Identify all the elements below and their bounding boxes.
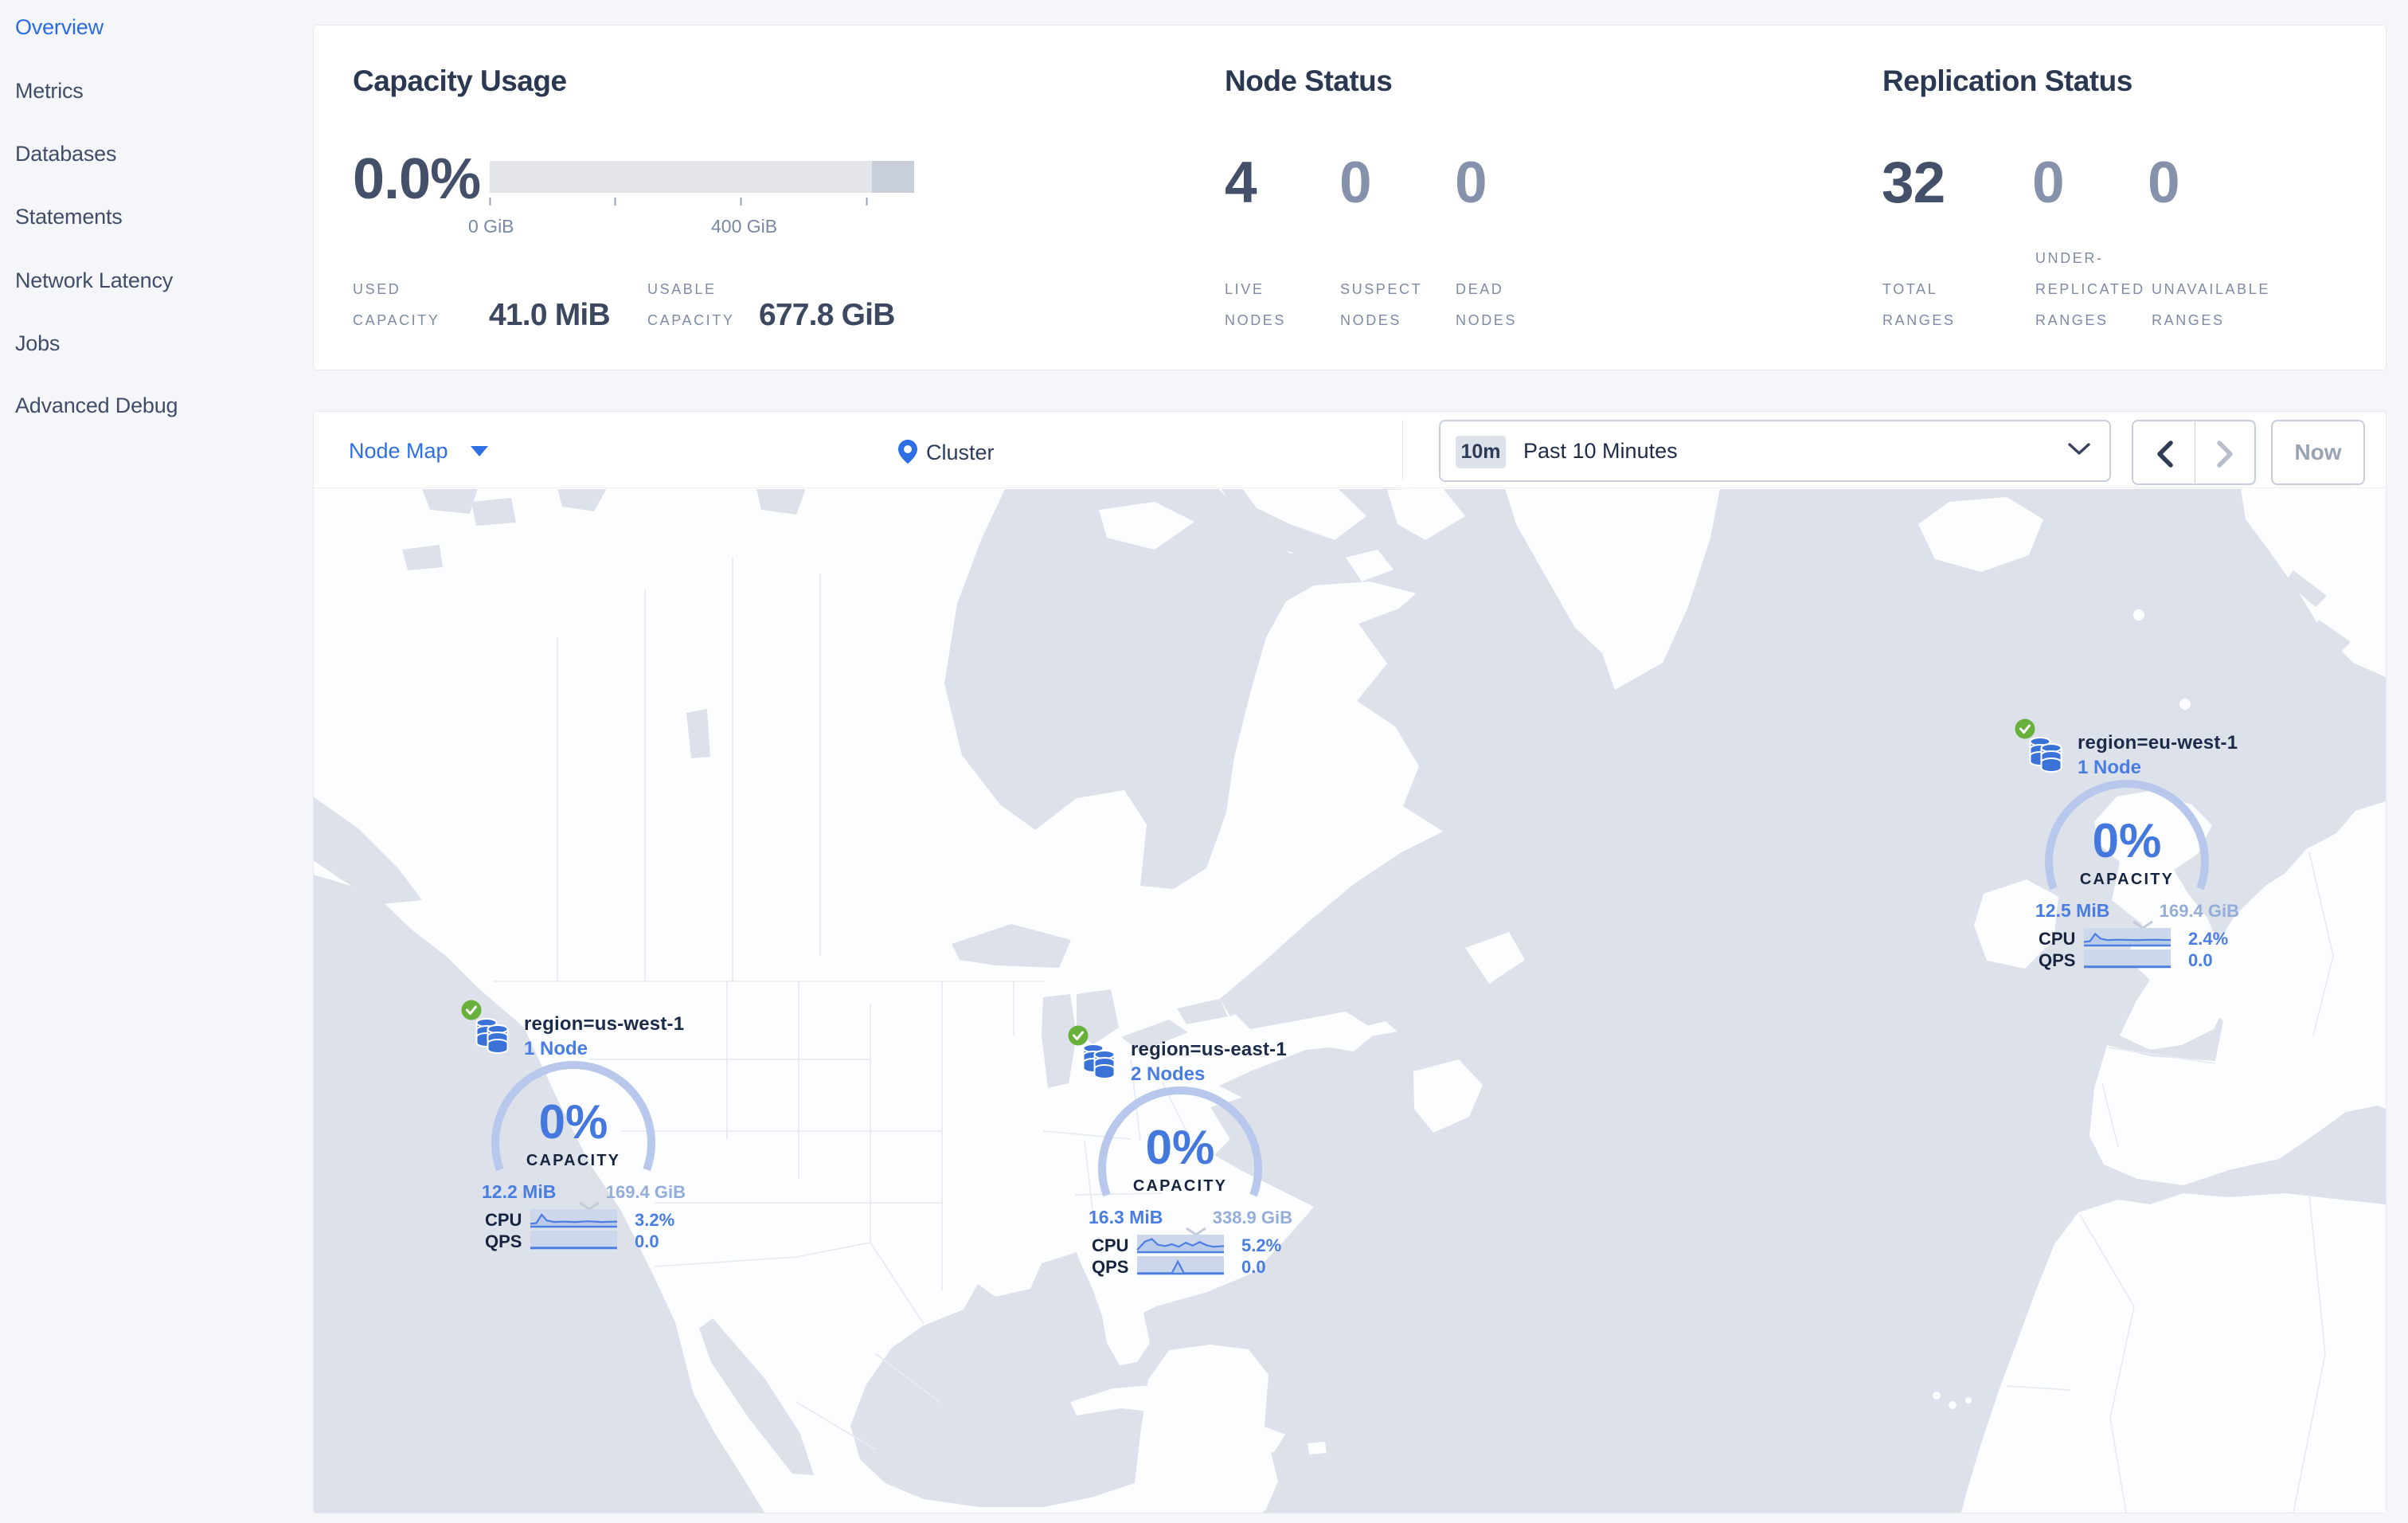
svg-text:CAPACITY: CAPACITY xyxy=(526,1152,620,1169)
svg-text:CPU: CPU xyxy=(1092,1235,1128,1255)
svg-text:region=us-west-1: region=us-west-1 xyxy=(524,1013,684,1035)
svg-text:12.2 MiB: 12.2 MiB xyxy=(482,1181,556,1202)
svg-text:338.9 GiB: 338.9 GiB xyxy=(1213,1208,1292,1227)
svg-text:3.2%: 3.2% xyxy=(635,1210,674,1230)
svg-text:16.3 MiB: 16.3 MiB xyxy=(1089,1207,1163,1227)
svg-text:2 Nodes: 2 Nodes xyxy=(1131,1063,1205,1085)
svg-text:CPU: CPU xyxy=(2039,929,2075,949)
svg-text:0%: 0% xyxy=(2093,814,2162,867)
svg-text:CAPACITY: CAPACITY xyxy=(1133,1177,1227,1195)
svg-text:0.0: 0.0 xyxy=(2188,950,2213,970)
svg-text:CPU: CPU xyxy=(485,1210,522,1230)
svg-text:region=us-east-1: region=us-east-1 xyxy=(1131,1039,1287,1060)
svg-text:1 Node: 1 Node xyxy=(524,1038,588,1059)
svg-text:5.2%: 5.2% xyxy=(1241,1235,1281,1255)
svg-text:0%: 0% xyxy=(539,1095,608,1149)
svg-text:CAPACITY: CAPACITY xyxy=(2080,871,2174,888)
svg-text:0.0: 0.0 xyxy=(1241,1257,1266,1277)
svg-text:0%: 0% xyxy=(1146,1121,1215,1174)
svg-text:12.5 MiB: 12.5 MiB xyxy=(2035,900,2109,921)
svg-text:2.4%: 2.4% xyxy=(2188,929,2228,949)
svg-text:169.4 GiB: 169.4 GiB xyxy=(2160,901,2239,921)
svg-text:QPS: QPS xyxy=(1092,1257,1128,1277)
svg-text:169.4 GiB: 169.4 GiB xyxy=(606,1182,686,1202)
svg-text:QPS: QPS xyxy=(2039,950,2075,970)
svg-text:QPS: QPS xyxy=(485,1231,522,1251)
svg-text:1 Node: 1 Node xyxy=(2078,757,2141,778)
svg-text:0.0: 0.0 xyxy=(635,1231,659,1251)
svg-text:region=eu-west-1: region=eu-west-1 xyxy=(2078,732,2238,754)
